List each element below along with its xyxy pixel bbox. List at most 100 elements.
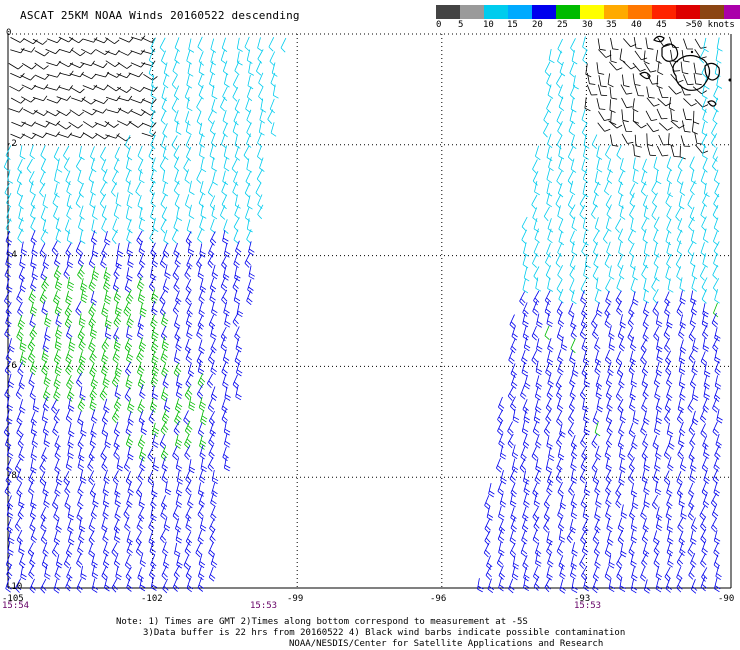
wind-barb xyxy=(711,517,718,533)
wind-barb xyxy=(570,315,577,330)
wind-barb xyxy=(643,493,650,508)
wind-barb xyxy=(666,518,674,533)
wind-barb xyxy=(198,289,205,304)
wind-barb xyxy=(129,86,145,92)
wind-barb xyxy=(714,360,721,376)
wind-barb xyxy=(583,577,590,592)
wind-barb xyxy=(163,516,171,532)
wind-barb xyxy=(185,290,192,306)
wind-barb xyxy=(160,325,168,341)
wind-barb xyxy=(616,566,623,582)
wind-barb xyxy=(211,85,218,100)
wind-barb xyxy=(509,529,516,545)
wind-barb xyxy=(54,169,60,184)
wind-barb xyxy=(183,410,190,425)
wind-barb xyxy=(557,121,563,136)
wind-barb xyxy=(66,205,72,220)
colorbar-swatch xyxy=(460,5,484,19)
wind-barb xyxy=(558,555,565,570)
wind-barb xyxy=(640,349,647,365)
wind-barb xyxy=(5,253,12,269)
wind-barb xyxy=(125,566,132,582)
wind-barb xyxy=(112,277,120,292)
wind-barb xyxy=(592,469,600,485)
wind-barb xyxy=(655,361,663,377)
wind-barb xyxy=(210,38,217,53)
wind-barb xyxy=(523,336,531,352)
wind-barb xyxy=(149,180,155,196)
wind-barb xyxy=(546,168,553,184)
wind-barb xyxy=(19,337,27,352)
wind-barb xyxy=(67,519,74,534)
wind-barb xyxy=(80,565,87,580)
wind-barb xyxy=(521,229,527,245)
wind-barb xyxy=(643,242,650,257)
wind-barb xyxy=(143,86,158,92)
wind-barb xyxy=(148,531,155,546)
wind-barb xyxy=(559,61,566,77)
wind-barb xyxy=(556,541,563,556)
wind-barb xyxy=(667,182,674,198)
wind-barb xyxy=(683,74,694,85)
wind-barb xyxy=(163,397,171,413)
wind-barb xyxy=(235,385,242,401)
wind-barb xyxy=(68,530,75,546)
wind-barb xyxy=(93,98,109,104)
wind-barb xyxy=(714,182,720,198)
wind-barb xyxy=(159,301,167,317)
wind-barb xyxy=(40,145,46,160)
wind-barb xyxy=(713,169,720,185)
wind-barb xyxy=(173,421,180,436)
wind-barb xyxy=(556,171,563,186)
wind-barb xyxy=(715,565,722,581)
wind-barb xyxy=(220,326,228,342)
wind-barb xyxy=(687,194,693,210)
wind-barb xyxy=(159,290,166,305)
wind-barb xyxy=(87,456,94,472)
wind-barb xyxy=(208,432,215,447)
wind-barb xyxy=(45,131,60,137)
wind-barb xyxy=(68,36,84,44)
wind-barb xyxy=(138,169,145,184)
wind-barb xyxy=(77,481,84,497)
wind-barb xyxy=(605,480,612,496)
wind-barb xyxy=(63,145,70,161)
wind-barb xyxy=(711,312,719,328)
note-line-1: Note: 1) Times are GMT 2)Times along bot… xyxy=(116,617,528,627)
wind-barb xyxy=(522,506,529,522)
wind-barb xyxy=(520,385,527,400)
wind-barb xyxy=(678,432,685,447)
wind-barb xyxy=(101,456,108,472)
wind-barb xyxy=(210,492,217,507)
wind-barb xyxy=(670,109,678,122)
wind-barb xyxy=(88,277,96,292)
wind-barb xyxy=(715,49,722,64)
wind-barb xyxy=(619,314,627,329)
wind-barb xyxy=(678,350,686,365)
wind-barb xyxy=(520,446,527,462)
wind-barb xyxy=(198,73,204,89)
wind-barb xyxy=(607,531,614,546)
wind-barb xyxy=(149,564,156,580)
wind-barb xyxy=(714,62,721,77)
wind-barb xyxy=(247,195,253,210)
wind-barb xyxy=(95,132,110,140)
wind-barb xyxy=(161,363,169,378)
wind-barb xyxy=(127,253,134,268)
wind-barb xyxy=(188,204,195,220)
wind-barb xyxy=(42,254,50,270)
wind-barb xyxy=(628,469,635,484)
wind-barb xyxy=(91,409,98,424)
wind-barb xyxy=(581,303,588,318)
wind-barb xyxy=(607,73,614,88)
wind-barb xyxy=(595,493,602,508)
wind-barb xyxy=(80,278,88,293)
wind-barb xyxy=(258,86,264,101)
wind-barb xyxy=(653,372,661,388)
wind-barb xyxy=(666,422,674,438)
wind-barb xyxy=(568,120,574,136)
wind-barb xyxy=(8,529,15,545)
wind-barb xyxy=(185,480,192,495)
wind-barb xyxy=(258,72,264,88)
wind-barb xyxy=(640,505,647,520)
